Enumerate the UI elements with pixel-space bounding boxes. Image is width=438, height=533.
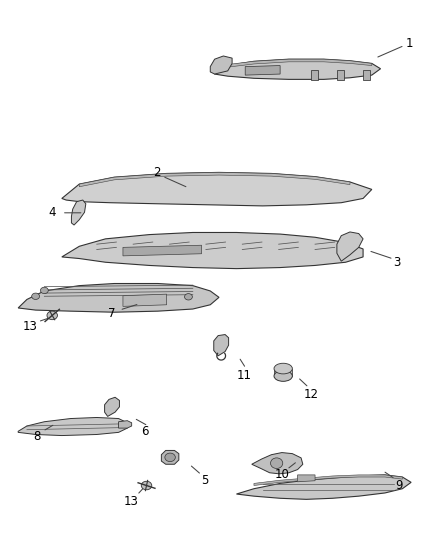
Ellipse shape	[40, 287, 48, 294]
Text: 3: 3	[393, 256, 401, 269]
Ellipse shape	[47, 311, 57, 320]
Text: 12: 12	[304, 387, 319, 401]
Polygon shape	[161, 450, 179, 464]
Polygon shape	[215, 59, 381, 79]
Polygon shape	[210, 56, 232, 74]
Polygon shape	[311, 70, 318, 80]
Polygon shape	[62, 232, 363, 269]
Text: 7: 7	[108, 307, 116, 320]
Text: 13: 13	[124, 495, 138, 508]
Text: 5: 5	[201, 474, 209, 487]
Text: 8: 8	[33, 430, 40, 443]
Text: 6: 6	[141, 425, 148, 438]
Text: 4: 4	[49, 206, 56, 219]
Ellipse shape	[165, 453, 175, 462]
Ellipse shape	[141, 481, 152, 490]
Polygon shape	[18, 417, 127, 435]
Polygon shape	[105, 397, 120, 416]
Polygon shape	[363, 70, 370, 80]
Text: 2: 2	[153, 166, 161, 180]
Polygon shape	[62, 172, 372, 206]
Polygon shape	[297, 475, 315, 482]
Text: 9: 9	[395, 479, 403, 492]
Ellipse shape	[274, 364, 292, 374]
Polygon shape	[337, 232, 363, 261]
Polygon shape	[274, 368, 292, 376]
Ellipse shape	[271, 458, 283, 469]
Polygon shape	[219, 59, 372, 68]
Ellipse shape	[32, 293, 39, 300]
Text: 10: 10	[275, 469, 290, 481]
Polygon shape	[123, 294, 166, 306]
Text: 1: 1	[405, 37, 413, 50]
Polygon shape	[252, 453, 303, 474]
Ellipse shape	[184, 294, 192, 300]
Polygon shape	[18, 284, 219, 312]
Polygon shape	[245, 66, 280, 75]
Polygon shape	[71, 200, 86, 225]
Polygon shape	[123, 245, 201, 256]
Polygon shape	[254, 475, 403, 486]
Polygon shape	[337, 70, 344, 80]
Ellipse shape	[274, 370, 292, 381]
Text: 11: 11	[237, 369, 252, 382]
Polygon shape	[237, 475, 411, 499]
Polygon shape	[214, 335, 229, 356]
Text: 13: 13	[23, 320, 38, 333]
Polygon shape	[119, 421, 132, 428]
Polygon shape	[79, 172, 350, 187]
